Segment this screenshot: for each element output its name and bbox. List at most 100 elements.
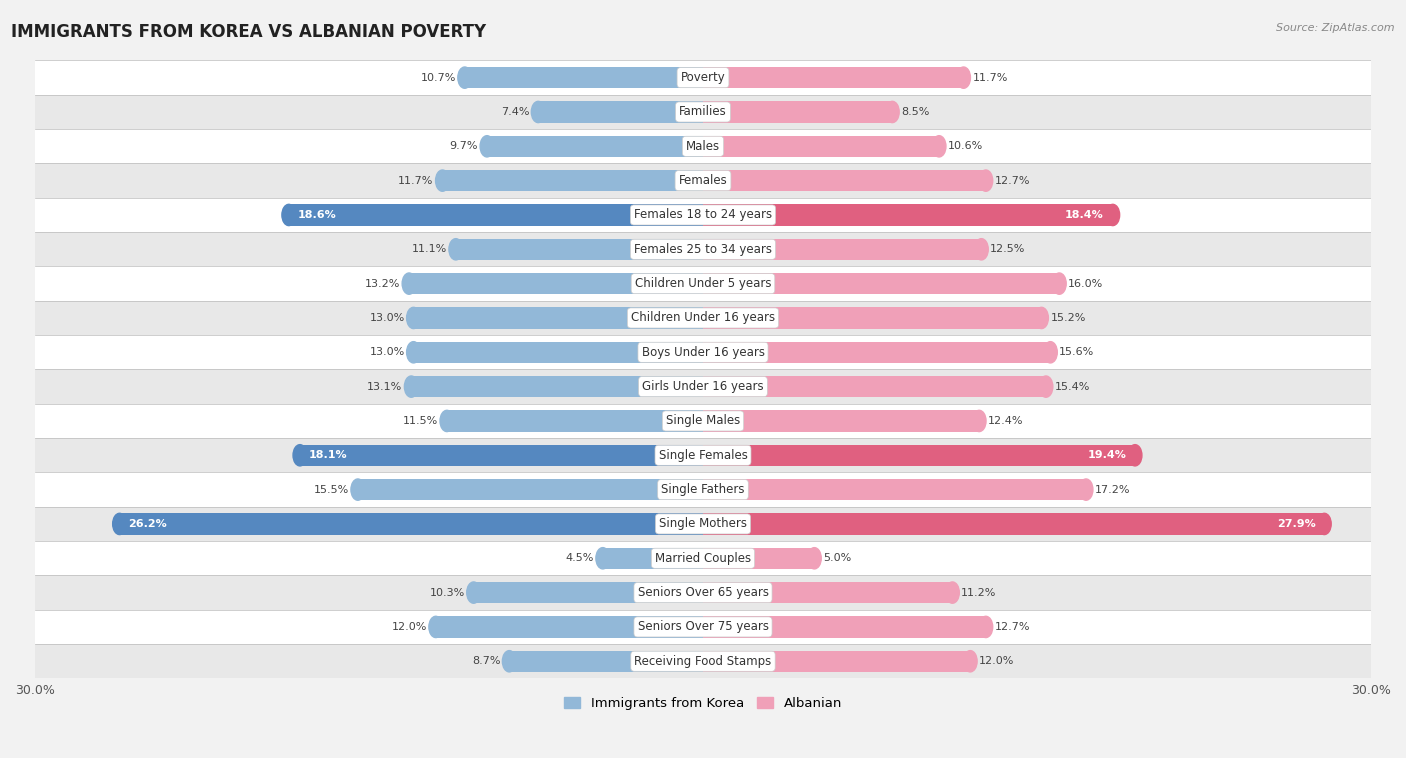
Bar xyxy=(703,102,893,123)
Text: 7.4%: 7.4% xyxy=(501,107,529,117)
Circle shape xyxy=(479,136,494,157)
Text: 12.7%: 12.7% xyxy=(994,176,1031,186)
Text: 15.6%: 15.6% xyxy=(1059,347,1094,357)
Text: 12.0%: 12.0% xyxy=(979,656,1015,666)
Bar xyxy=(703,342,1050,363)
Text: 11.7%: 11.7% xyxy=(973,73,1008,83)
Text: 26.2%: 26.2% xyxy=(128,519,167,529)
Circle shape xyxy=(807,547,821,569)
Circle shape xyxy=(1043,342,1057,363)
Circle shape xyxy=(886,102,900,123)
Circle shape xyxy=(979,170,993,191)
Bar xyxy=(703,479,1085,500)
Text: 18.1%: 18.1% xyxy=(309,450,347,460)
Bar xyxy=(35,164,1371,198)
Circle shape xyxy=(429,616,443,637)
Circle shape xyxy=(979,616,993,637)
Bar xyxy=(35,61,1371,95)
Circle shape xyxy=(436,170,450,191)
Bar xyxy=(465,67,703,88)
Circle shape xyxy=(449,239,463,260)
Bar xyxy=(35,129,1371,164)
Text: Single Fathers: Single Fathers xyxy=(661,483,745,496)
Bar xyxy=(703,273,1059,294)
Text: 12.4%: 12.4% xyxy=(988,416,1024,426)
Text: 5.0%: 5.0% xyxy=(824,553,852,563)
Text: Source: ZipAtlas.com: Source: ZipAtlas.com xyxy=(1277,23,1395,33)
Text: 11.5%: 11.5% xyxy=(402,416,439,426)
Text: 13.0%: 13.0% xyxy=(370,313,405,323)
Bar xyxy=(35,404,1371,438)
Text: 18.4%: 18.4% xyxy=(1066,210,1104,220)
Bar xyxy=(703,307,1042,329)
Circle shape xyxy=(1080,479,1092,500)
Text: 11.1%: 11.1% xyxy=(412,244,447,254)
Circle shape xyxy=(440,410,454,431)
Bar xyxy=(35,198,1371,232)
Bar xyxy=(703,547,814,569)
Text: Receiving Food Stamps: Receiving Food Stamps xyxy=(634,655,772,668)
Bar xyxy=(703,136,939,157)
Text: 18.6%: 18.6% xyxy=(298,210,336,220)
Bar xyxy=(120,513,703,534)
Text: Single Females: Single Females xyxy=(658,449,748,462)
Bar xyxy=(703,445,1135,466)
Bar xyxy=(288,205,703,226)
Circle shape xyxy=(1053,273,1066,294)
Circle shape xyxy=(502,650,516,672)
Circle shape xyxy=(945,582,959,603)
Bar xyxy=(409,273,703,294)
Bar xyxy=(456,239,703,260)
Circle shape xyxy=(406,342,420,363)
Bar xyxy=(413,342,703,363)
Circle shape xyxy=(467,582,481,603)
Text: Married Couples: Married Couples xyxy=(655,552,751,565)
Circle shape xyxy=(405,376,418,397)
Bar xyxy=(35,609,1371,644)
Legend: Immigrants from Korea, Albanian: Immigrants from Korea, Albanian xyxy=(560,691,846,715)
Text: 27.9%: 27.9% xyxy=(1277,519,1316,529)
Text: Seniors Over 65 years: Seniors Over 65 years xyxy=(637,586,769,599)
Text: 13.1%: 13.1% xyxy=(367,381,402,392)
Bar xyxy=(35,507,1371,541)
Bar xyxy=(603,547,703,569)
Circle shape xyxy=(1107,205,1119,226)
Text: 9.7%: 9.7% xyxy=(450,141,478,152)
Bar xyxy=(299,445,703,466)
Bar xyxy=(474,582,703,603)
Circle shape xyxy=(458,67,471,88)
Text: 19.4%: 19.4% xyxy=(1087,450,1126,460)
Text: 12.0%: 12.0% xyxy=(391,622,427,632)
Circle shape xyxy=(1039,376,1053,397)
Text: 10.3%: 10.3% xyxy=(429,587,465,597)
Circle shape xyxy=(972,410,986,431)
Circle shape xyxy=(974,239,988,260)
Text: 15.5%: 15.5% xyxy=(314,484,349,495)
Circle shape xyxy=(292,445,307,466)
Bar xyxy=(703,582,952,603)
Circle shape xyxy=(963,650,977,672)
Bar xyxy=(703,67,963,88)
Text: 10.6%: 10.6% xyxy=(948,141,983,152)
Text: 10.7%: 10.7% xyxy=(420,73,456,83)
Circle shape xyxy=(281,205,295,226)
Bar xyxy=(35,644,1371,678)
Bar xyxy=(359,479,703,500)
Circle shape xyxy=(1317,513,1331,534)
Bar xyxy=(703,376,1046,397)
Text: 17.2%: 17.2% xyxy=(1095,484,1130,495)
Bar xyxy=(703,170,986,191)
Text: 11.7%: 11.7% xyxy=(398,176,433,186)
Bar xyxy=(703,616,986,637)
Text: 15.2%: 15.2% xyxy=(1050,313,1085,323)
Bar xyxy=(443,170,703,191)
Bar xyxy=(35,95,1371,129)
Text: 13.2%: 13.2% xyxy=(364,279,401,289)
Text: Single Mothers: Single Mothers xyxy=(659,518,747,531)
Text: Poverty: Poverty xyxy=(681,71,725,84)
Circle shape xyxy=(1035,307,1049,329)
Bar xyxy=(35,575,1371,609)
Bar xyxy=(412,376,703,397)
Circle shape xyxy=(402,273,416,294)
Text: Single Males: Single Males xyxy=(666,415,740,428)
